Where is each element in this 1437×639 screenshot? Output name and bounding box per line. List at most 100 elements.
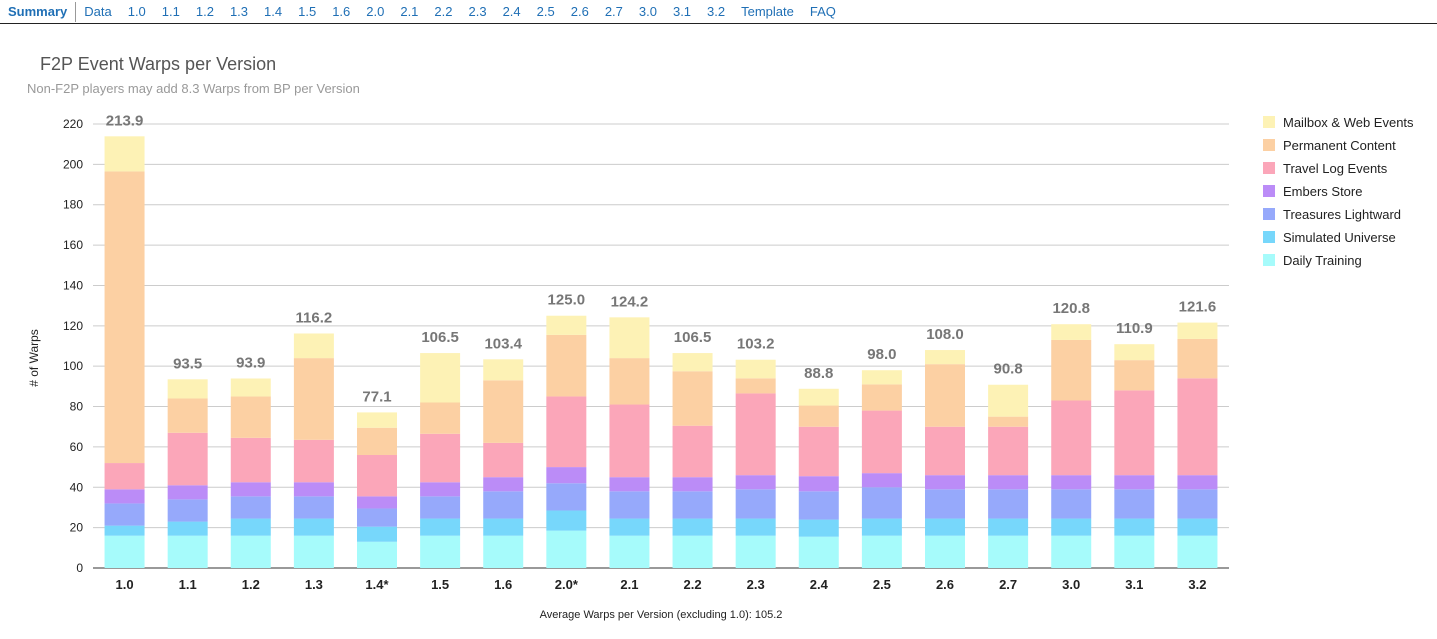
legend-item[interactable]: Travel Log Events: [1283, 161, 1388, 176]
bar-segment: [735, 489, 776, 519]
bar-segment: [988, 426, 1029, 476]
bar-segment: [357, 427, 397, 455]
tab-1-3[interactable]: 1.3: [229, 3, 249, 19]
bar-segment: [988, 535, 1029, 568]
bar-segment: [672, 535, 713, 568]
x-tick-label: 2.1: [620, 577, 638, 592]
bar-segment: [1114, 475, 1155, 490]
tab-summary[interactable]: Summary: [0, 1, 77, 22]
x-tick-label: 2.4: [810, 577, 829, 592]
bar-segment: [1051, 339, 1092, 401]
tab-2-4[interactable]: 2.4: [502, 3, 521, 19]
bar-segment: [861, 535, 902, 568]
nav-tabs: Summary Data 1.0 1.1 1.2 1.3 1.4 1.5 1.6 2.0 2.1 2.…: [0, 0, 1437, 24]
bar-segment: [861, 370, 902, 385]
bar-segment: [357, 526, 397, 542]
bar-segment: [609, 477, 650, 492]
tab-1-6[interactable]: 1.6: [332, 3, 351, 19]
bar-segment: [293, 482, 334, 497]
tab-2-2[interactable]: 2.2: [434, 3, 453, 19]
tab-1-2[interactable]: 1.2: [195, 3, 214, 19]
tab-2-0[interactable]: 2.0: [366, 3, 385, 19]
total-label: 98.0: [867, 346, 896, 363]
bars: [104, 136, 1218, 568]
legend-item[interactable]: Daily Training: [1283, 253, 1362, 268]
bar-segment: [1051, 475, 1092, 490]
bar-segment: [167, 535, 208, 568]
tab-2-1[interactable]: 2.1: [400, 3, 419, 19]
bar-segment: [672, 491, 713, 519]
tab-2-5[interactable]: 2.5: [536, 3, 555, 19]
tab-3-2[interactable]: 3.2: [707, 3, 726, 19]
bar-segment: [735, 475, 776, 490]
x-tick-label: 1.6: [494, 577, 512, 592]
gridlines: [93, 123, 1229, 569]
x-tick-label: 2.3: [747, 577, 765, 592]
bar-segment: [925, 489, 965, 519]
bar-segment: [988, 384, 1029, 417]
bar-segment: [230, 518, 271, 536]
bar-segment: [546, 396, 587, 468]
tab-faq[interactable]: FAQ: [809, 3, 836, 19]
y-tick-label: 220: [63, 117, 83, 131]
bar-segment: [988, 489, 1029, 519]
bar-segment: [609, 358, 650, 405]
bar-segment: [1177, 475, 1218, 490]
bar-segment: [104, 525, 145, 536]
bar-segment: [798, 476, 839, 492]
legend-item[interactable]: Permanent Content: [1283, 138, 1396, 153]
chart: F2P Event Warps per Version Non-F2P play…: [27, 54, 1414, 621]
bar-segment: [925, 350, 965, 365]
bar-segment: [483, 518, 524, 536]
bar-segment: [420, 482, 461, 497]
bar-segment: [483, 359, 524, 381]
y-tick-label: 0: [76, 561, 83, 575]
tab-1-4[interactable]: 1.4: [264, 3, 283, 19]
footnote: Average Warps per Version (excluding 1.0…: [540, 609, 783, 621]
tab-3-0[interactable]: 3.0: [638, 3, 657, 19]
total-label: 106.5: [421, 329, 459, 346]
bar-segment: [483, 491, 524, 519]
chart-subtitle: Non-F2P players may add 8.3 Warps from B…: [27, 81, 360, 96]
tab-2-3[interactable]: 2.3: [468, 3, 487, 19]
bar-segment: [798, 426, 839, 477]
bar-segment: [672, 371, 713, 426]
tab-data[interactable]: Data: [84, 3, 112, 19]
legend-item[interactable]: Treasures Lightward: [1283, 207, 1401, 222]
x-tick-label: 2.5: [873, 577, 891, 592]
bar-segment: [1051, 400, 1092, 476]
bar-segment: [167, 379, 208, 399]
tab-3-1[interactable]: 3.1: [672, 3, 692, 19]
tab-2-6[interactable]: 2.6: [570, 3, 589, 19]
tab-1-5[interactable]: 1.5: [298, 3, 317, 19]
legend-item[interactable]: Embers Store: [1283, 184, 1362, 199]
bar-segment: [167, 521, 208, 536]
total-labels: 213.9 93.5 93.9 116.2 77.1 106.5 103.4 125.0 124…: [106, 112, 1216, 405]
tab-2-7[interactable]: 2.7: [604, 3, 623, 19]
bar-segment: [798, 536, 839, 568]
legend-item[interactable]: Mailbox & Web Events: [1283, 115, 1414, 130]
legend-swatch: [1263, 162, 1275, 174]
bar-segment: [861, 384, 902, 411]
bar-segment: [798, 388, 839, 406]
tab-template[interactable]: Template: [741, 3, 794, 19]
bar-segment: [1114, 390, 1155, 476]
legend-swatch: [1263, 139, 1275, 151]
bar-segment: [357, 412, 397, 428]
bar-segment: [104, 489, 145, 504]
bar-segment: [357, 541, 397, 568]
bar-segment: [293, 496, 334, 519]
bar-segment: [861, 518, 902, 536]
y-tick-label: 40: [70, 480, 84, 494]
legend-item[interactable]: Simulated Universe: [1283, 230, 1396, 245]
tab-1-0[interactable]: 1.0: [127, 3, 146, 19]
chart-title: F2P Event Warps per Version: [40, 54, 276, 74]
bar-segment: [230, 496, 271, 519]
total-label: 120.8: [1052, 300, 1090, 317]
total-label: 103.4: [484, 335, 522, 352]
bar-segment: [420, 402, 461, 434]
total-label: 103.2: [737, 336, 775, 353]
bar-segment: [230, 482, 271, 497]
tab-1-1[interactable]: 1.1: [161, 3, 180, 19]
x-tick-label: 1.5: [431, 577, 449, 592]
